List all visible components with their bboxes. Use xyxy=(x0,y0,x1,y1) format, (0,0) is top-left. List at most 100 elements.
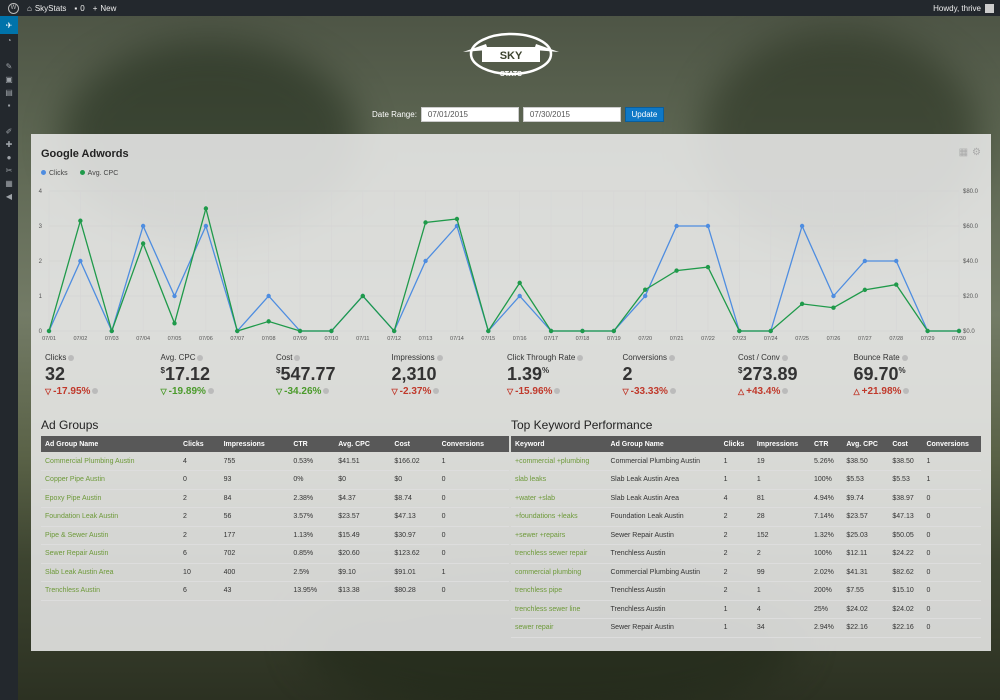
x-tick-label: 07/15 xyxy=(481,336,495,342)
media-icon[interactable]: ▣ xyxy=(5,75,13,84)
posts-icon[interactable]: ✎ xyxy=(5,62,13,71)
column-header[interactable]: Cost xyxy=(888,436,923,452)
update-button[interactable]: Update xyxy=(624,107,664,122)
help-icon[interactable] xyxy=(901,354,908,361)
column-header[interactable]: Cost xyxy=(390,436,438,452)
stat-change: △ +43.4% xyxy=(738,386,854,397)
column-header[interactable]: Conversions xyxy=(922,436,981,452)
help-icon[interactable] xyxy=(207,388,214,394)
x-tick-label: 07/20 xyxy=(638,336,652,342)
users-icon[interactable]: ● xyxy=(6,153,12,162)
end-date-input[interactable] xyxy=(522,107,621,122)
stats-row: Clicks 32 ▽ -17.95% Avg. CPC $17.12 ▽ -19.89% Co… xyxy=(45,353,975,397)
help-icon[interactable] xyxy=(68,354,75,361)
column-header[interactable]: Impressions xyxy=(219,436,290,452)
help-icon[interactable] xyxy=(781,354,788,361)
table-cell-link[interactable]: +foundations +leaks xyxy=(511,507,607,527)
stat-label: Conversions xyxy=(623,353,739,362)
comments-icon[interactable]: ▪ xyxy=(7,101,11,110)
table-cell: 4 xyxy=(179,452,220,471)
table-cell-link[interactable]: Commercial Plumbing Austin xyxy=(41,452,180,471)
stat-change: ▽ -33.33% xyxy=(623,386,739,397)
table-row: Slab Leak Austin Area 10 400 2.5% $9.10 $91.0… xyxy=(41,563,509,582)
site-name-link[interactable]: ⌂ SkyStats xyxy=(27,4,66,13)
table-cell-link[interactable]: Sewer Repair Austin xyxy=(41,544,180,564)
table-cell: 0.85% xyxy=(289,544,335,564)
gear-icon[interactable]: ⚙ xyxy=(972,147,981,158)
y-tick-left: 2 xyxy=(39,259,43,265)
grid-icon[interactable]: ▦ xyxy=(958,147,969,158)
table-cell: $5.53 xyxy=(842,470,889,490)
table-cell-link[interactable]: trenchless sewer repair xyxy=(511,544,607,564)
stat-label: Clicks xyxy=(45,353,161,362)
legend-item-cpc[interactable]: Avg. CPC xyxy=(79,170,118,177)
table-cell-link[interactable]: trenchless sewer line xyxy=(511,600,607,619)
appearance-icon[interactable]: ✐ xyxy=(5,127,13,136)
table-cell-link[interactable]: Epoxy Pipe Austin xyxy=(41,489,180,508)
table-cell-link[interactable]: Trenchless Austin xyxy=(41,581,180,601)
admin-side-menu: ✈ ◔ ✎ ▣ ▤ ▪ ✐ ✚ ● ✂ ▦ ◀ xyxy=(0,16,18,700)
column-header[interactable]: Keyword xyxy=(511,436,607,452)
help-icon[interactable] xyxy=(436,354,443,361)
table-cell-link[interactable]: Slab Leak Austin Area xyxy=(41,563,180,582)
skystats-menu-icon[interactable]: ✈ xyxy=(0,16,18,34)
table-cell: 34 xyxy=(752,618,810,638)
new-content-link[interactable]: + New xyxy=(93,4,117,13)
tools-icon[interactable]: ✂ xyxy=(5,166,13,175)
table-cell: Trenchless Austin xyxy=(606,544,720,564)
help-icon[interactable] xyxy=(668,354,675,361)
table-cell-link[interactable]: commercial plumbing xyxy=(511,563,607,582)
help-icon[interactable] xyxy=(92,388,99,394)
column-header[interactable]: CTR xyxy=(289,436,335,452)
help-icon[interactable] xyxy=(294,354,301,361)
ad-groups-title: Ad Groups xyxy=(41,418,99,432)
table-cell-link[interactable]: Foundation Leak Austin xyxy=(41,507,180,527)
plugins-icon[interactable]: ✚ xyxy=(5,140,13,149)
comments-link[interactable]: ▪ 0 xyxy=(74,4,84,13)
column-header[interactable]: Avg. CPC xyxy=(842,436,889,452)
data-point xyxy=(203,206,209,211)
settings-icon[interactable]: ▦ xyxy=(5,179,13,188)
table-cell-link[interactable]: +water +slab xyxy=(511,489,607,508)
table-cell: $4.37 xyxy=(334,489,391,508)
table-cell-link[interactable]: Copper Pipe Austin xyxy=(41,470,180,490)
table-cell-link[interactable]: +sewer +repairs xyxy=(511,526,607,545)
help-icon[interactable] xyxy=(903,388,910,394)
table-cell-link[interactable]: Pipe & Sewer Austin xyxy=(41,526,180,545)
data-point xyxy=(172,321,177,326)
table-cell: 0 xyxy=(922,544,981,564)
column-header[interactable]: Ad Group Name xyxy=(41,436,180,452)
table-cell: $91.01 xyxy=(390,563,438,582)
column-header[interactable]: Clicks xyxy=(719,436,753,452)
start-date-input[interactable] xyxy=(420,107,519,122)
pages-icon[interactable]: ▤ xyxy=(5,88,13,97)
help-icon[interactable] xyxy=(577,354,584,361)
help-icon[interactable] xyxy=(782,388,789,394)
column-header[interactable]: CTR xyxy=(810,436,843,452)
collapse-menu-icon[interactable]: ◀ xyxy=(5,192,13,201)
help-icon[interactable] xyxy=(433,388,440,394)
table-cell: 28 xyxy=(752,507,810,527)
table-cell-link[interactable]: slab leaks xyxy=(511,470,607,490)
account-menu[interactable]: Howdy, thrive xyxy=(933,3,994,13)
column-header[interactable]: Impressions xyxy=(752,436,810,452)
column-header[interactable]: Conversions xyxy=(437,436,509,452)
data-point xyxy=(360,293,365,299)
help-icon[interactable] xyxy=(554,388,561,394)
help-icon[interactable] xyxy=(323,388,330,394)
table-cell: 0% xyxy=(289,470,335,490)
help-icon[interactable] xyxy=(669,388,676,394)
table-cell: 4 xyxy=(719,489,753,508)
wp-logo-menu[interactable]: W xyxy=(8,2,19,14)
stat-label: Cost xyxy=(276,353,392,362)
help-icon[interactable] xyxy=(197,354,204,361)
table-cell-link[interactable]: +commercial +plumbing xyxy=(511,452,607,471)
dashboard-icon[interactable]: ◔ xyxy=(6,36,12,45)
legend-item-clicks[interactable]: Clicks xyxy=(41,170,68,177)
table-cell-link[interactable]: trenchless pipe xyxy=(511,581,607,601)
table-cell-link[interactable]: sewer repair xyxy=(511,618,607,638)
column-header[interactable]: Clicks xyxy=(179,436,220,452)
data-point xyxy=(799,301,805,307)
column-header[interactable]: Ad Group Name xyxy=(606,436,720,452)
column-header[interactable]: Avg. CPC xyxy=(334,436,391,452)
